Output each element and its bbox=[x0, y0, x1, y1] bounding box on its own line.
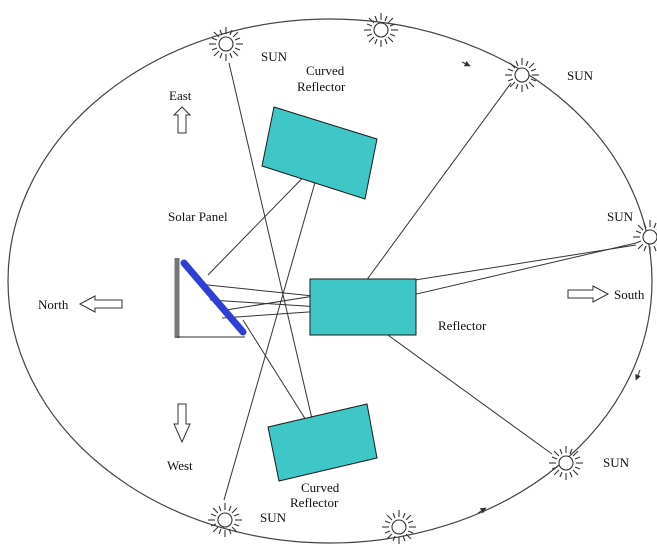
sun-label-right: SUN bbox=[607, 209, 634, 224]
arrow-left-icon bbox=[78, 295, 123, 313]
ray-sun-top-to-bottom-reflector bbox=[228, 62, 317, 437]
north-label: North bbox=[38, 297, 69, 312]
sun-label-top-left: SUN bbox=[261, 49, 288, 64]
sun-icon bbox=[381, 509, 417, 545]
ray-bottom-reflector-to-panel bbox=[242, 319, 317, 437]
sun-icon bbox=[548, 445, 584, 481]
curved-reflector-bottom bbox=[267, 403, 378, 482]
ray-panel-to-sun-right bbox=[225, 244, 637, 311]
sun-icon bbox=[504, 57, 540, 93]
curved-reflector-top-label-line2: Reflector bbox=[297, 79, 346, 94]
sun-label-bottom-right: SUN bbox=[603, 455, 630, 470]
south-label: South bbox=[614, 287, 645, 302]
curved-reflector-top-label-line1: Curved bbox=[306, 63, 345, 78]
arrow-right-icon bbox=[567, 285, 610, 303]
sun-icon bbox=[363, 12, 399, 48]
west-label: West bbox=[167, 458, 193, 473]
solar-panel-label: Solar Panel bbox=[168, 209, 228, 224]
east-label: East bbox=[169, 88, 192, 103]
sun-orbit bbox=[7, 18, 653, 544]
sun-label-bottom-left: SUN bbox=[260, 510, 287, 525]
orbit-arrow-top bbox=[461, 60, 471, 67]
arrow-up-icon bbox=[172, 106, 192, 134]
reflector-center bbox=[309, 278, 417, 336]
ray-sun-topright-to-reflector bbox=[351, 82, 512, 301]
orbit-arrow-bottom bbox=[477, 507, 487, 514]
curved-reflector-bottom-label-line1: Curved bbox=[301, 480, 340, 495]
curved-reflector-bottom-label-line2: Reflector bbox=[290, 495, 339, 510]
reflector-label: Reflector bbox=[438, 318, 487, 333]
solar-panel bbox=[180, 259, 247, 336]
curved-reflector-top bbox=[261, 106, 378, 200]
arrow-down-icon bbox=[173, 403, 191, 444]
ray-sun-bottom-to-top-reflector bbox=[223, 157, 323, 501]
sun-icon bbox=[207, 502, 243, 538]
sun-icon bbox=[632, 219, 657, 255]
sun-label-top-right: SUN bbox=[567, 68, 594, 83]
orbit-arrow-right bbox=[635, 369, 641, 381]
sun-icon bbox=[208, 26, 244, 62]
